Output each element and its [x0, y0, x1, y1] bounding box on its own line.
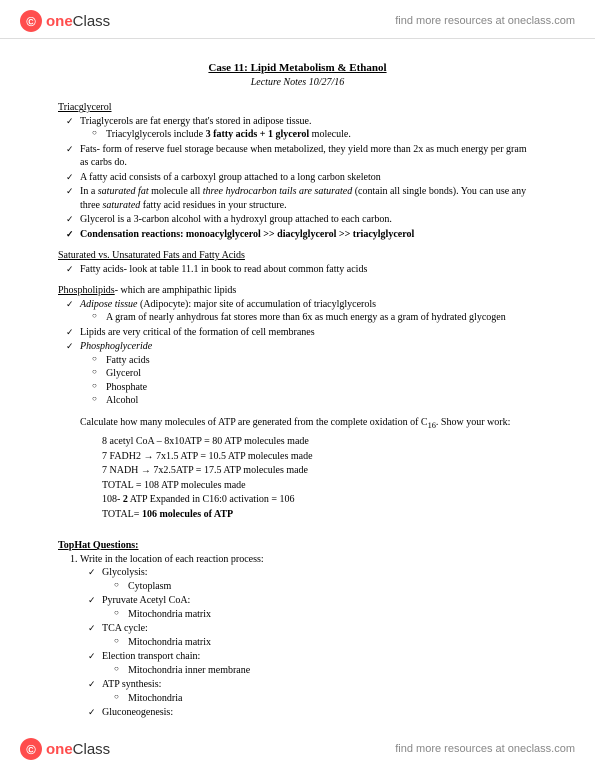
calc-line: 7 FADH2 → 7x1.5 ATP = 10.5 ATP molecules… [102, 450, 537, 464]
brand-name-one: one [46, 13, 73, 30]
text: fatty acid residues in your structure. [140, 200, 286, 211]
text: TOTAL= [102, 509, 142, 520]
resources-link[interactable]: find more resources at oneclass.com [395, 15, 575, 27]
calc-line: TOTAL = 108 ATP molecules made [102, 479, 537, 493]
list-item: Alcohol [106, 394, 537, 408]
calc-line: 8 acetyl CoA – 8x10ATP = 80 ATP molecule… [102, 435, 537, 449]
list-item: Triaglycerols are fat energy that's stor… [80, 115, 537, 142]
text: Triacylglycerols include [106, 129, 206, 140]
list-item: Mitochondria matrix [128, 608, 537, 622]
section-heading-phospholipids-row: Phospholipids- which are amphipathic lip… [58, 284, 537, 298]
list-item: Gluconeogenesis: [102, 706, 537, 720]
list-item: Cytoplasm [128, 580, 537, 594]
text: 108- [102, 494, 123, 505]
list-item: Glycolysis: Cytoplasm [102, 566, 537, 593]
text: Glycolysis: [102, 567, 148, 578]
text: Triaglycerols are fat energy that's stor… [80, 116, 311, 127]
list-item: Pyruvate Acetyl CoA: Mitochondria matrix [102, 594, 537, 621]
list-item: Mitochondria [128, 692, 537, 706]
text-italic: Adipose tissue [80, 299, 138, 310]
list-item: Mitochondria matrix [128, 636, 537, 650]
tophat-list: Write in the location of each reaction p… [58, 553, 537, 720]
header-bar: © oneClass find more resources at onecla… [0, 0, 595, 39]
calc-prompt: Calculate how many molecules of ATP are … [58, 416, 537, 431]
text-bold: 3 fatty acids + 1 glycerol [206, 129, 310, 140]
section-heading-saturated: Saturated vs. Unsaturated Fats and Fatty… [58, 249, 537, 263]
list-triacglycerol: Triaglycerols are fat energy that's stor… [58, 115, 537, 242]
list-item: Adipose tissue (Adipocyte): major site o… [80, 298, 537, 325]
calc-line: 7 NADH → 7x2.5ATP = 17.5 ATP molecules m… [102, 464, 537, 478]
brand-logo-footer[interactable]: © oneClass [20, 738, 110, 760]
section-heading-tophat: TopHat Questions: [58, 539, 537, 553]
brand-name: oneClass [46, 13, 110, 30]
list-item: A fatty acid consists of a carboxyl grou… [80, 171, 537, 185]
text: In a [80, 186, 98, 197]
logo-circle-icon: © [20, 10, 42, 32]
section-heading-triacglycerol: Triacglycerol [58, 101, 537, 115]
calc-block: 8 acetyl CoA – 8x10ATP = 80 ATP molecule… [58, 435, 537, 521]
list-item: In a saturated fat molecule all three hy… [80, 185, 537, 212]
list-item: Triacylglycerols include 3 fatty acids +… [106, 128, 537, 142]
list-item: TCA cycle: Mitochondria matrix [102, 622, 537, 649]
text: molecule all [149, 186, 203, 197]
list-item: Fatty acids- look at table 11.1 in book … [80, 263, 537, 277]
text: ATP synthesis: [102, 679, 161, 690]
section-heading-phospholipids: Phospholipids [58, 285, 115, 296]
tophat-head: TopHat Questions: [58, 540, 138, 551]
text: molecule. [309, 129, 351, 140]
list-item: Glycerol [106, 367, 537, 381]
brand-name-rest: Class [73, 741, 111, 758]
calc-line: TOTAL= 106 molecules of ATP [102, 508, 537, 522]
question-item: Write in the location of each reaction p… [80, 553, 537, 720]
calc-line: 108- 2 ATP Expanded in C16:0 activation … [102, 493, 537, 507]
brand-logo[interactable]: © oneClass [20, 10, 110, 32]
page-title: Case 11: Lipid Metabolism & Ethanol [58, 61, 537, 76]
list-item: Phosphate [106, 381, 537, 395]
list-item: ATP synthesis: Mitochondria [102, 678, 537, 705]
text-italic: three hydrocarbon tails are saturated [203, 186, 352, 197]
list-saturated: Fatty acids- look at table 11.1 in book … [58, 263, 537, 277]
text-italic: Phosphoglyceride [80, 341, 152, 352]
text-bold: 106 molecules of ATP [142, 509, 233, 520]
text-italic: saturated fat [98, 186, 149, 197]
brand-name-one: one [46, 741, 73, 758]
brand-name-rest: Class [73, 13, 111, 30]
logo-circle-icon: © [20, 738, 42, 760]
list-item: Phosphoglyceride Fatty acids Glycerol Ph… [80, 340, 537, 408]
text: ATP Expanded in C16:0 activation = 106 [128, 494, 295, 505]
list-item: Fatty acids [106, 354, 537, 368]
text: (Adipocyte): major site of accumulation … [138, 299, 377, 310]
list-item: Election transport chain: Mitochondria i… [102, 650, 537, 677]
text: Pyruvate Acetyl CoA: [102, 595, 190, 606]
document-page: Case 11: Lipid Metabolism & Ethanol Lect… [0, 39, 595, 720]
text: - which are amphipathic lipids [115, 285, 237, 296]
brand-name: oneClass [46, 741, 110, 758]
resources-link-footer[interactable]: find more resources at oneclass.com [395, 743, 575, 755]
list-item: A gram of nearly anhydrous fat stores mo… [106, 311, 537, 325]
title-block: Case 11: Lipid Metabolism & Ethanol Lect… [58, 61, 537, 89]
list-phospholipids: Adipose tissue (Adipocyte): major site o… [58, 298, 537, 408]
list-item-bold: Condensation reactions: monoacylglycerol… [80, 228, 537, 242]
list-item: Mitochondria inner membrane [128, 664, 537, 678]
text-italic: saturated [103, 200, 141, 211]
text: Calculate how many molecules of ATP are … [80, 417, 428, 428]
list-item: Glycerol is a 3-carbon alcohol with a hy… [80, 213, 537, 227]
text-sub: 16 [428, 421, 436, 430]
list-item: Fats- form of reserve fuel storage becau… [80, 143, 537, 170]
page-subtitle: Lecture Notes 10/27/16 [58, 76, 537, 90]
text: TCA cycle: [102, 623, 148, 634]
list-item: Lipids are very critical of the formatio… [80, 326, 537, 340]
text: . Show your work: [436, 417, 510, 428]
footer-bar: © oneClass find more resources at onecla… [0, 730, 595, 770]
text: Write in the location of each reaction p… [80, 554, 264, 565]
text: Election transport chain: [102, 651, 200, 662]
